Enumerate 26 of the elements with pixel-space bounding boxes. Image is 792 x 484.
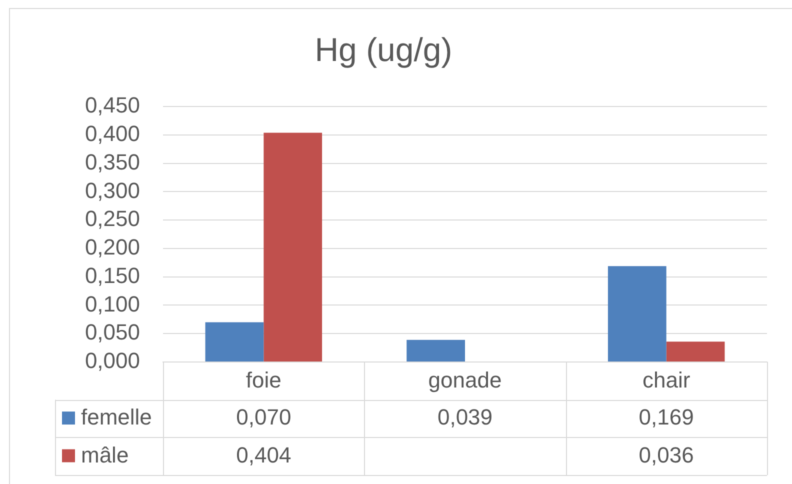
y-tick-label: 0,000: [84, 348, 140, 374]
data-label: 0,169: [638, 404, 694, 430]
y-tick-label: 0,250: [84, 206, 140, 232]
y-tick-label: 0,400: [84, 121, 140, 146]
bar: [264, 132, 322, 362]
y-tick-label: 0,300: [84, 178, 140, 203]
y-tick-label: 0,050: [84, 320, 140, 345]
data-label: 0,039: [437, 404, 493, 430]
y-tick-label: 0,150: [84, 262, 140, 288]
bar: [608, 266, 666, 362]
data-label: 0,404: [236, 442, 292, 468]
data-label: 0,070: [236, 404, 292, 430]
x-tick-label: gonade: [428, 367, 502, 392]
y-tick-label: 0,350: [84, 149, 140, 174]
y-tick-label: 0,450: [84, 92, 140, 118]
bar: [406, 340, 465, 362]
bar: [205, 322, 264, 362]
legend-label: mâle: [81, 442, 129, 468]
x-tick-label: foie: [246, 367, 282, 392]
chart-title: Hg (ug/g): [314, 30, 452, 68]
x-tick-label: chair: [642, 367, 690, 392]
y-tick-label: 0,200: [84, 234, 140, 260]
y-tick-label: 0,100: [84, 291, 140, 316]
legend-label: femelle: [81, 404, 152, 430]
data-label: 0,036: [638, 442, 694, 468]
bar: [666, 342, 725, 362]
